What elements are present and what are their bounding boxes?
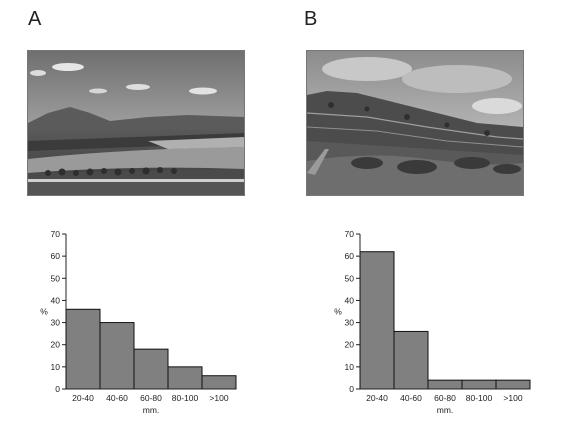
- panel-label-a: A: [28, 8, 42, 30]
- y-tick-label-a: 30: [51, 318, 61, 328]
- y-axis-label-b: %: [334, 307, 342, 317]
- bar-b-2: [427, 379, 463, 390]
- y-tick-label-b: 60: [345, 251, 355, 261]
- y-tick-label-a: 0: [55, 384, 60, 394]
- y-tick-label-a: 20: [51, 340, 61, 350]
- bar-b-1: [393, 330, 429, 390]
- photo-landscape-a: [27, 50, 245, 196]
- bar-b-3: [461, 379, 497, 390]
- x-axis-label-b: mm.: [437, 405, 454, 415]
- y-tick-label-a: 60: [51, 251, 61, 261]
- y-tick-label-b: 20: [345, 340, 355, 350]
- photo-landscape-b: [306, 50, 524, 196]
- y-tick-label-b: 30: [345, 318, 355, 328]
- y-tick-label-a: 40: [51, 295, 61, 305]
- histogram-a: 0 10 20 30 40 50 60 70% 20-40 40-60 60-80 80-100 >10…: [40, 229, 237, 415]
- x-tick-label-b: 60-80: [434, 393, 456, 403]
- y-axis-label-a: %: [40, 307, 48, 317]
- x-tick-label-a: 60-80: [140, 393, 162, 403]
- x-tick-label-a: 80-100: [172, 393, 199, 403]
- x-tick-label-a: >100: [209, 393, 228, 403]
- x-tick-label-a: 20-40: [72, 393, 94, 403]
- x-tick-label-b: 40-60: [400, 393, 422, 403]
- histogram-b: 0 10 20 30 40 50 60 70% 20-40 40-60 60-80 80-100 >10…: [334, 229, 531, 415]
- x-axis-label-a: mm.: [143, 405, 160, 415]
- bar-a-2: [133, 348, 169, 390]
- y-tick-label-b: 40: [345, 295, 355, 305]
- bar-a-4: [201, 375, 237, 390]
- panel-label-b: B: [304, 8, 318, 30]
- x-tick-label-b: 80-100: [466, 393, 493, 403]
- y-tick-label-b: 10: [345, 362, 355, 372]
- bar-a-1: [99, 322, 135, 390]
- bar-a-3: [167, 366, 203, 390]
- bar-a-0: [65, 308, 101, 390]
- x-tick-label-a: 40-60: [106, 393, 128, 403]
- y-tick-label-b: 50: [345, 273, 355, 283]
- y-tick-label-a: 50: [51, 273, 61, 283]
- y-tick-label-b: 70: [345, 229, 355, 239]
- y-tick-label-a: 10: [51, 362, 61, 372]
- bar-b-4: [495, 379, 531, 390]
- y-tick-label-b: 0: [349, 384, 354, 394]
- y-tick-label-a: 70: [51, 229, 61, 239]
- x-tick-label-b: 20-40: [366, 393, 388, 403]
- bar-b-0: [359, 251, 395, 390]
- x-tick-label-b: >100: [503, 393, 522, 403]
